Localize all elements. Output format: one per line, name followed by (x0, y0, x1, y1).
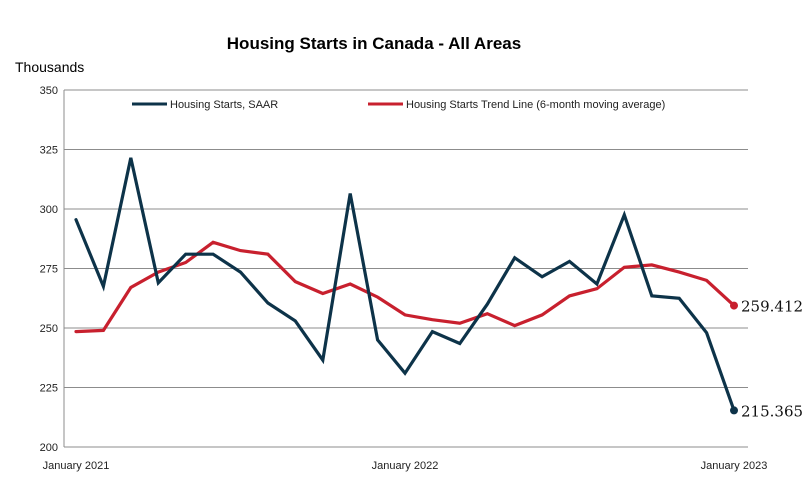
series-line-saar (74, 157, 736, 412)
y-tick-label: 250 (40, 323, 58, 335)
legend: Housing Starts, SAAR Housing Starts Trend… (132, 99, 665, 111)
legend-item-trend: Housing Starts Trend Line (6-month movin… (368, 99, 665, 111)
x-tick-label: January 2023 (701, 460, 768, 472)
y-tick-label: 350 (40, 85, 58, 97)
axes: 200 225 250 275 300 325 350 January 2021 January… (40, 85, 768, 472)
end-point-saar (730, 406, 738, 415)
legend-label: Housing Starts, SAAR (170, 99, 278, 111)
end-value-label-saar: 215.365 (741, 402, 803, 420)
end-value-label-trend: 259.412 (741, 298, 803, 316)
end-value-labels: 259.412 215.365 (741, 298, 803, 421)
legend-item-saar: Housing Starts, SAAR (132, 99, 278, 111)
series-lines (74, 157, 738, 415)
gridlines (64, 89, 748, 448)
x-tick-label: January 2022 (372, 460, 439, 472)
end-point-trend (730, 301, 738, 310)
chart-title: Housing Starts in Canada - All Areas (227, 34, 521, 53)
x-tick-label: January 2021 (43, 460, 110, 472)
y-tick-label: 300 (40, 204, 58, 216)
y-tick-label: 275 (40, 264, 58, 276)
y-tick-label: 325 (40, 145, 58, 157)
y-axis-unit-label: Thousands (15, 59, 84, 75)
y-tick-label: 200 (40, 442, 58, 454)
y-tick-label: 225 (40, 383, 58, 395)
legend-label: Housing Starts Trend Line (6-month movin… (406, 99, 665, 111)
series-line-trend (74, 240, 736, 334)
